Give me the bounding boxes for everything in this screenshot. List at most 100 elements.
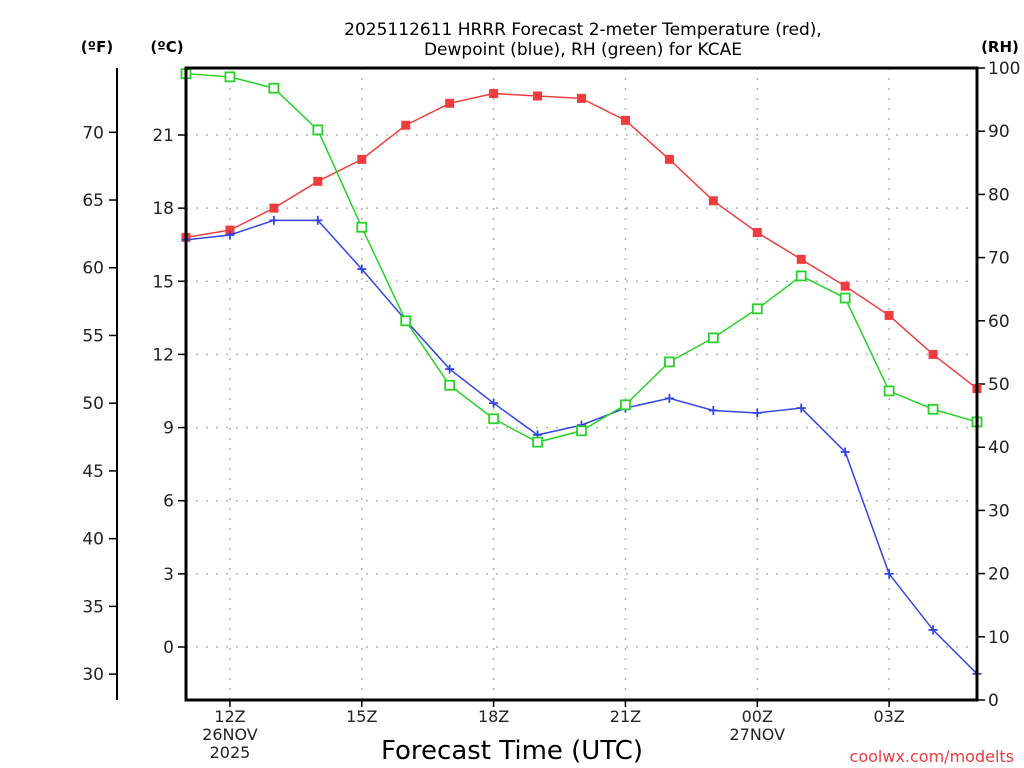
rh-tick-label: 10 [988,628,1010,648]
rh-point [356,221,368,233]
rh-point [268,82,280,94]
fahrenheit-tick-label: 70 [82,123,104,143]
fahrenheit-tick-label: 55 [82,326,104,346]
temperature-point [752,228,762,238]
x-tick-label: 00Z [742,707,773,726]
rh-point [224,71,236,83]
celsius-axis-unit: (ºC) [150,38,183,56]
temperature-point [884,310,894,320]
rh-point [927,403,939,415]
rh-point [444,379,456,391]
series-temperature [181,89,982,394]
fahrenheit-tick-label: 60 [82,259,104,279]
temperature-point [445,98,455,108]
dewpoint-point [489,398,499,408]
celsius-tick-label: 0 [163,638,174,658]
rh-point [488,413,500,425]
rh-axis-unit: (RH) [981,38,1019,56]
temperature-point [313,176,323,186]
temperature-point [489,89,499,99]
dewpoint-line [185,219,978,675]
celsius-tick-label: 15 [152,272,174,292]
temperature-point [225,225,235,235]
chart-title: 2025112611 HRRR Forecast 2-meter Tempera… [344,20,822,60]
rh-tick-label: 0 [988,691,999,711]
series-group [180,68,983,679]
rh-point [576,425,587,437]
rh-point [532,436,543,448]
x-tick-label: 18Z [478,707,509,726]
dewpoint-point [840,447,850,457]
rh-tick-label: 60 [988,312,1010,332]
dewpoint-point [796,403,806,413]
title-line-1: 2025112611 HRRR Forecast 2-meter Tempera… [344,20,822,40]
dewpoint-point [225,230,235,240]
series-dewpoint [181,215,982,679]
temperature-line [185,92,978,390]
rh-point [707,332,719,344]
dewpoint-point [313,215,323,225]
temperature-point [533,91,543,101]
series-rh [180,68,983,448]
x-tick-label: 21Z [610,707,641,726]
rh-point [400,315,412,327]
celsius-tick-label: 21 [152,126,174,146]
dewpoint-point [357,264,367,274]
dewpoint-point [928,625,938,635]
fahrenheit-tick-label: 40 [82,530,104,550]
rh-point [312,124,324,136]
rh-tick-label: 90 [988,122,1010,142]
rh-point [663,356,675,368]
title-line-2: Dewpoint (blue), RH (green) for KCAE [424,40,742,60]
dewpoint-point [884,569,894,579]
celsius-tick-label: 3 [163,565,174,585]
credit-link[interactable]: coolwx.com/modelts [850,747,1014,766]
fahrenheit-tick-label: 45 [82,462,104,482]
fahrenheit-tick-label: 65 [82,191,104,211]
dewpoint-point [708,406,718,416]
rh-axis: 0 10 20 30 40 50 60 70 80 90 100 [977,59,1020,711]
dewpoint-point [752,408,762,418]
celsius-axis: 0 3 6 9 12 15 18 21 [152,126,186,658]
rh-point [620,399,631,411]
grid-lines [186,68,977,700]
dewpoint-point [664,393,674,403]
rh-tick-label: 40 [988,438,1010,458]
x-tick-label: 12Z [214,707,245,726]
rh-tick-label: 30 [988,501,1010,521]
celsius-tick-label: 6 [163,492,174,512]
temperature-point [796,254,806,264]
plot-frame [184,66,979,702]
rh-tick-label: 20 [988,565,1010,585]
rh-point [883,385,895,397]
fahrenheit-axis-unit: (ºF) [81,38,113,56]
temperature-point [840,281,850,291]
temperature-point [928,349,938,359]
temperature-point [708,196,718,206]
rh-line [185,72,978,443]
dewpoint-point [269,215,279,225]
fahrenheit-tick-label: 30 [82,665,104,685]
fahrenheit-tick-label: 50 [82,394,104,414]
rh-point [751,303,763,315]
celsius-tick-label: 12 [152,345,174,365]
rh-tick-label: 100 [988,59,1020,79]
x-tick-label: 26NOV [202,725,258,744]
x-tick-label: 2025 [210,743,251,762]
rh-point [795,270,807,282]
temperature-point [401,120,411,130]
x-tick-label: 03Z [873,707,904,726]
rh-tick-label: 80 [988,185,1010,205]
rh-tick-label: 50 [988,375,1010,395]
temperature-point [620,115,630,125]
fahrenheit-tick-label: 35 [82,597,104,617]
celsius-tick-label: 18 [152,199,174,219]
x-tick-label: 15Z [346,707,377,726]
temperature-point [357,154,367,164]
temperature-point [269,203,279,213]
x-tick-label: 27NOV [729,725,785,744]
rh-tick-label: 70 [988,249,1010,269]
temperature-point [577,93,586,103]
